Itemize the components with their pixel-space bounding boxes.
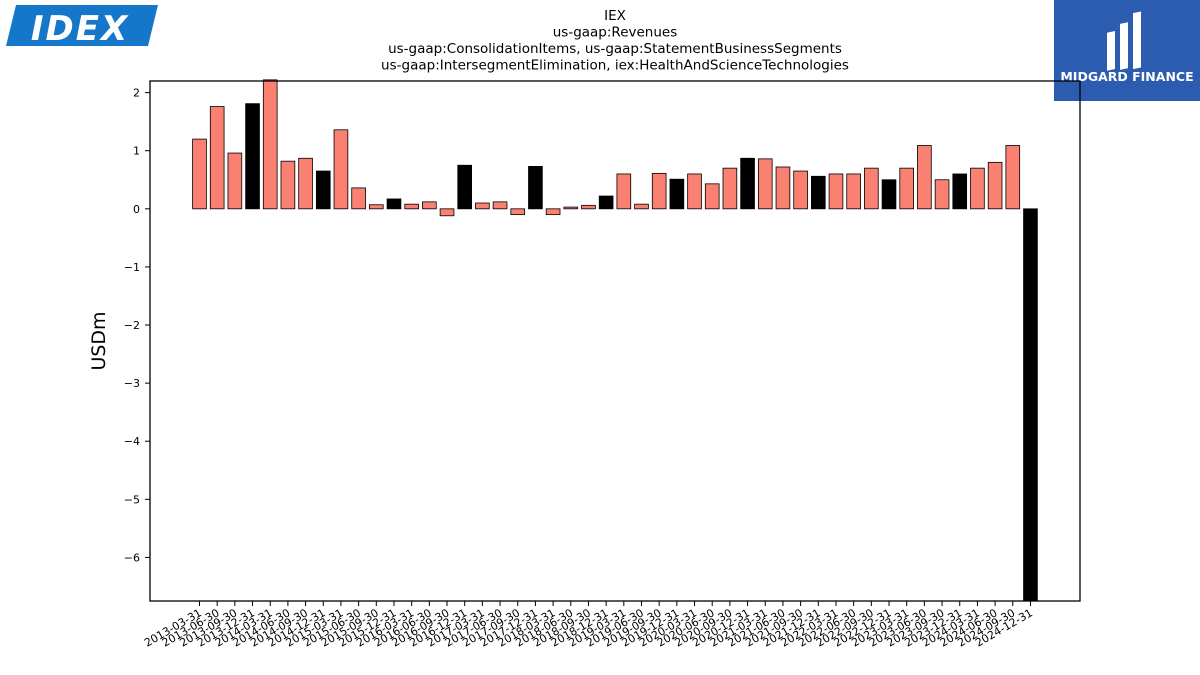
bar	[917, 145, 932, 210]
bar	[563, 206, 579, 210]
bar	[828, 173, 844, 210]
title-line: IEX	[604, 8, 626, 24]
bar	[811, 175, 826, 210]
title-line: us-gaap:ConsolidationItems, us-gaap:Stat…	[388, 41, 842, 57]
bar	[280, 160, 296, 210]
bar	[457, 164, 472, 210]
bar	[864, 167, 879, 210]
bar	[952, 173, 968, 210]
y-tick-label: −4	[124, 435, 140, 448]
y-tick-label: −1	[124, 261, 140, 274]
bar	[881, 179, 897, 210]
bar	[846, 173, 861, 210]
bar	[262, 79, 278, 210]
bar	[351, 187, 366, 210]
bar	[1005, 145, 1021, 210]
bar	[528, 166, 543, 210]
bar	[192, 138, 207, 210]
bar	[722, 167, 738, 210]
y-tick-label: 0	[133, 203, 140, 216]
bar	[333, 129, 349, 210]
bar	[987, 161, 1003, 210]
bar	[740, 157, 755, 210]
y-tick-label: −6	[124, 551, 140, 564]
midgard-logo: MIDGARD FINANCE	[1054, 0, 1200, 101]
bar	[899, 167, 914, 210]
x-axis: 2013-03-312013-06-302013-09-302013-12-31…	[142, 601, 1035, 650]
bar	[492, 201, 508, 210]
y-tick-label: −3	[124, 377, 140, 390]
bar	[634, 203, 649, 210]
y-tick-label: 1	[133, 145, 140, 158]
y-axis-label: USDm	[88, 311, 110, 370]
y-tick-label: 2	[133, 87, 140, 100]
y-axis: 2 1 0 −1 −2 −3 −4 −5 −6	[124, 87, 150, 564]
idex-logo-text: IDEX	[31, 9, 129, 49]
bar	[209, 106, 225, 210]
y-tick-label: −5	[124, 493, 140, 506]
bar	[970, 167, 985, 210]
bar	[757, 158, 773, 210]
bar	[227, 152, 243, 210]
bar	[422, 201, 437, 210]
midgard-emblem-icon	[1107, 11, 1141, 71]
title-line: us-gaap:IntersegmentElimination, iex:Hea…	[381, 58, 849, 74]
bar	[245, 103, 260, 210]
bar	[510, 208, 526, 216]
bar	[368, 204, 384, 210]
plot-frame	[149, 80, 1081, 602]
y-tick-label: −2	[124, 319, 140, 332]
bar	[386, 198, 402, 210]
midgard-logo-text: MIDGARD FINANCE	[1060, 69, 1193, 84]
idex-logo: IDEX	[6, 5, 158, 49]
bar	[775, 166, 791, 210]
bar	[669, 178, 685, 210]
bar	[934, 179, 950, 210]
chart-title: IEXus-gaap:Revenuesus-gaap:Consolidation…	[381, 8, 849, 74]
bar	[651, 172, 667, 210]
bars	[192, 79, 1038, 602]
bar	[475, 202, 490, 210]
bar	[1023, 208, 1038, 602]
bar	[439, 208, 455, 217]
bar	[704, 183, 720, 210]
bar	[687, 173, 702, 210]
bar	[315, 170, 331, 210]
title-line: us-gaap:Revenues	[553, 25, 678, 41]
bar	[404, 203, 419, 210]
bar	[298, 157, 313, 210]
bar	[616, 173, 632, 210]
bar	[581, 204, 596, 210]
bar	[545, 208, 561, 216]
bar	[793, 170, 808, 210]
bar	[598, 195, 614, 210]
